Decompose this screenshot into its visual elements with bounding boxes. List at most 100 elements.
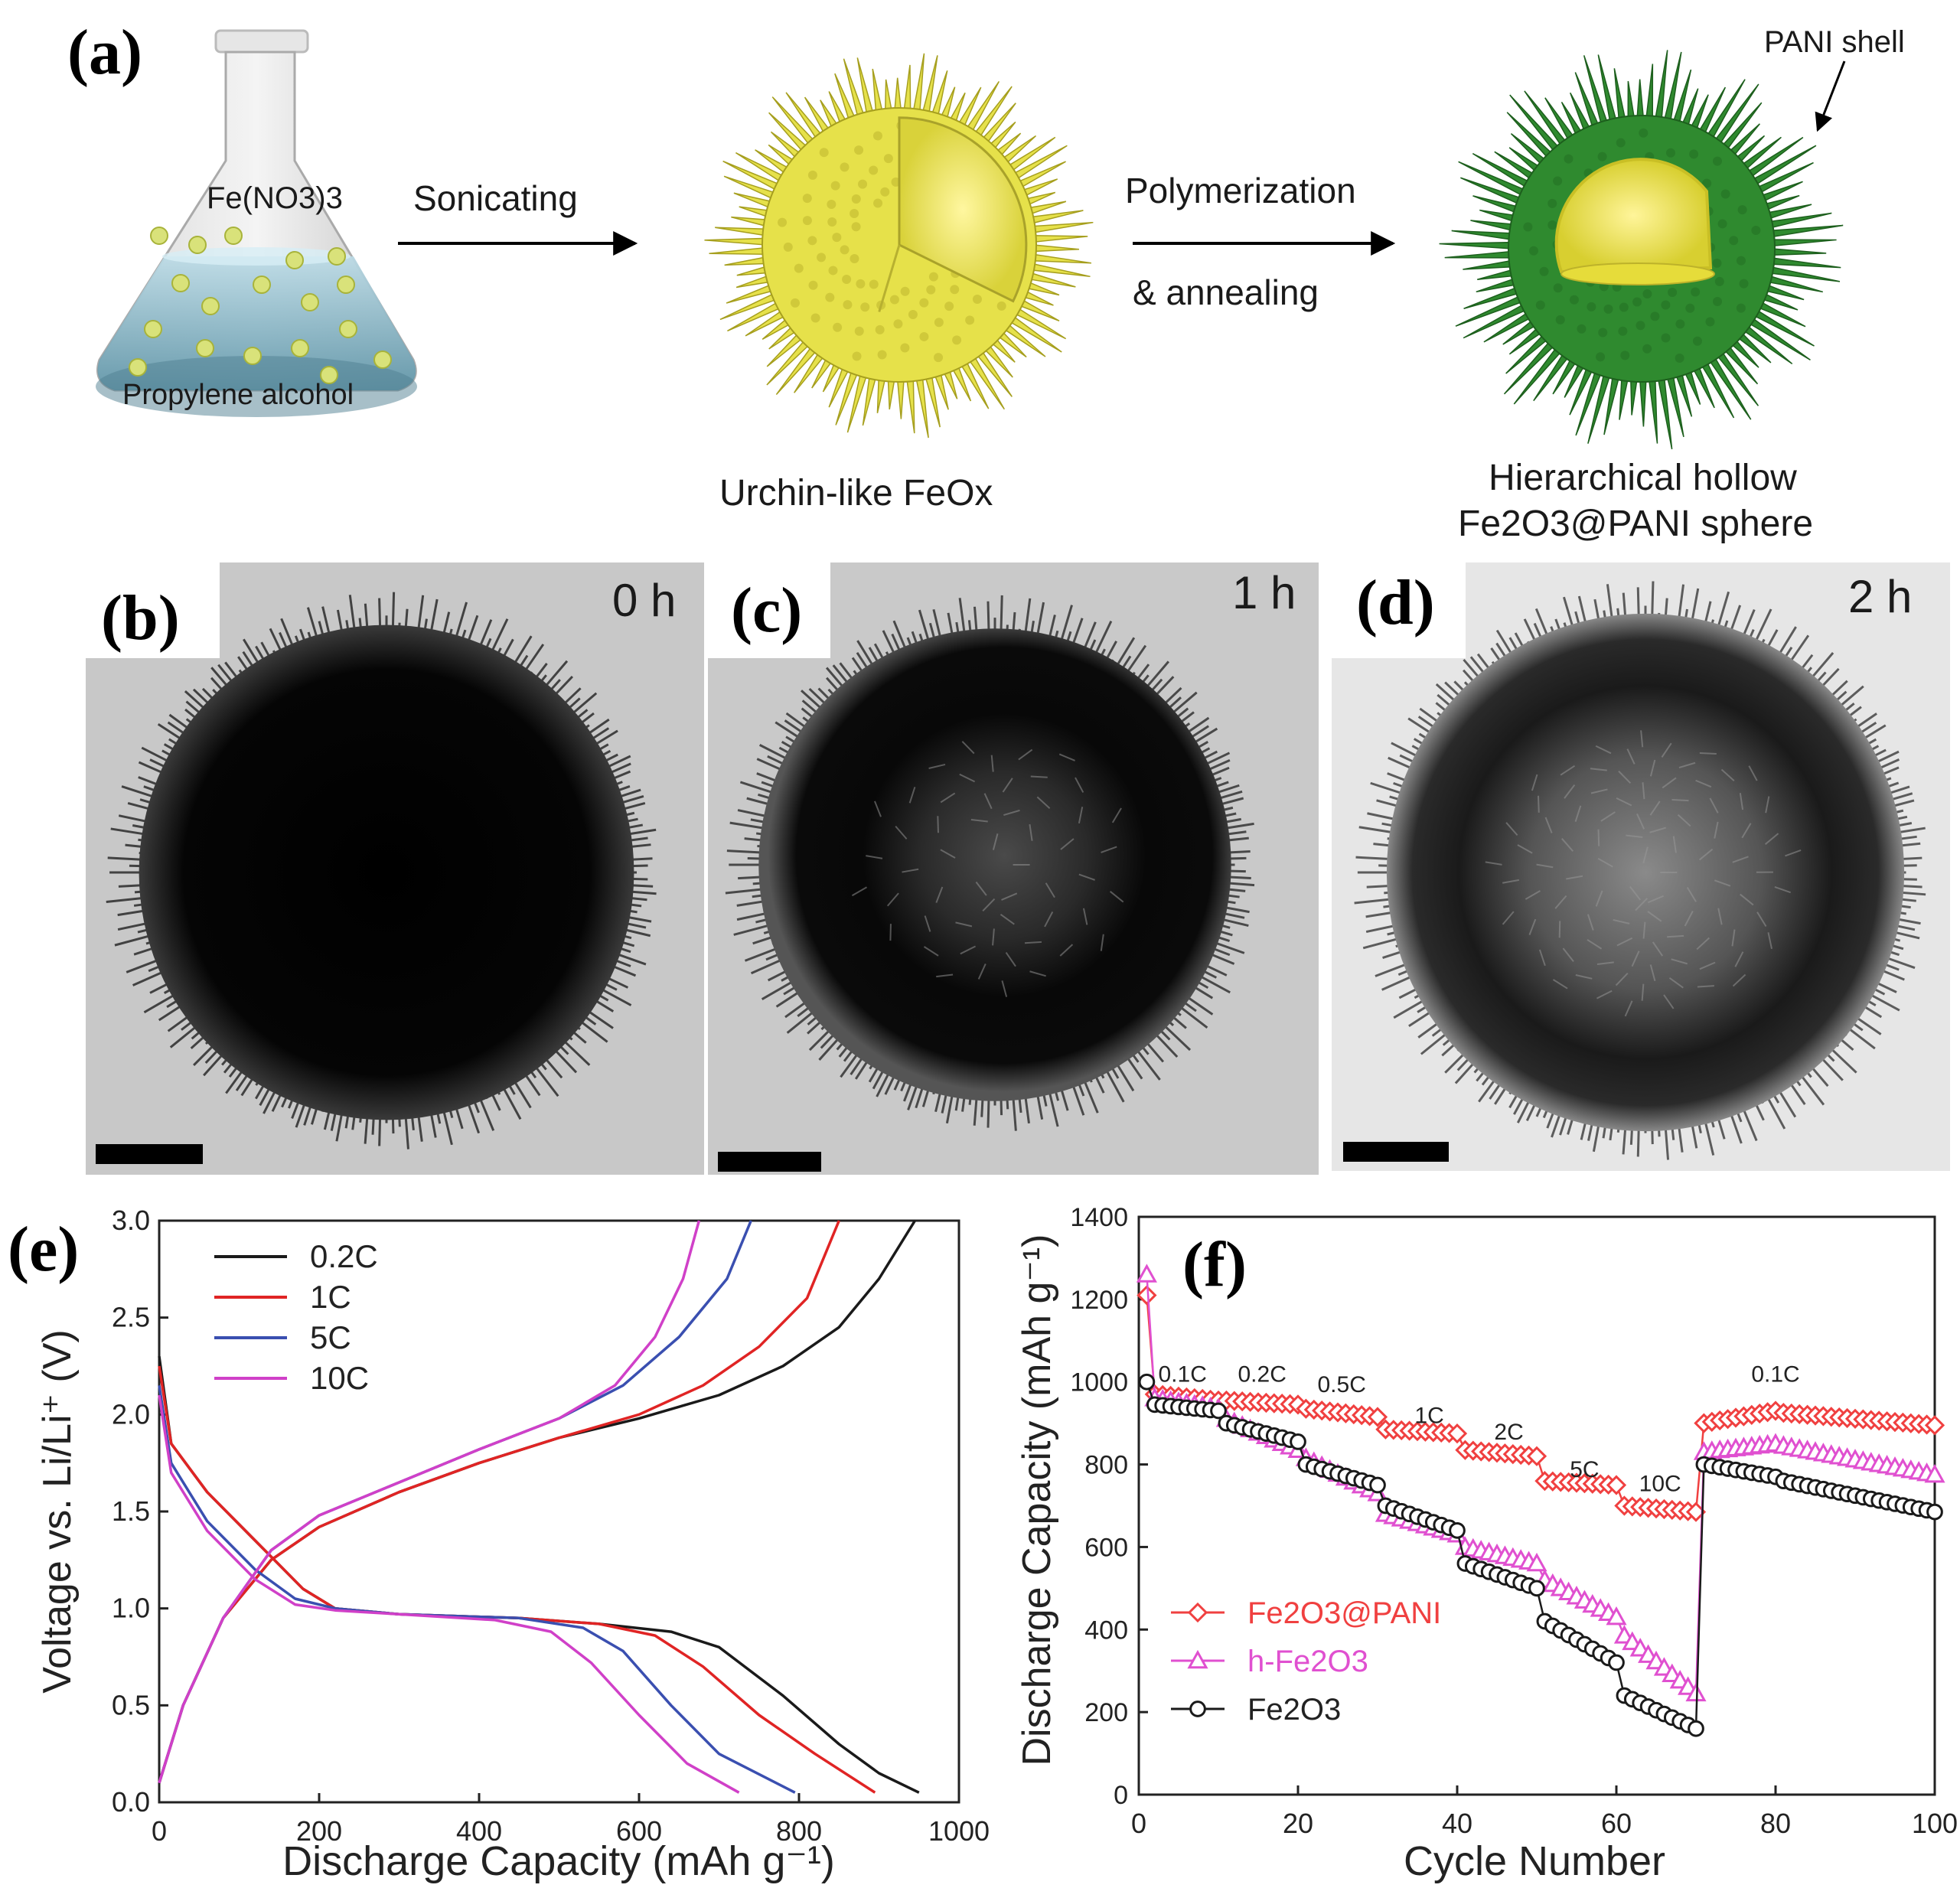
chart-f-rate-labels: 0.1C 0.2C 0.5C 1C 2C 5C 10C 0.1C: [1159, 1362, 1800, 1497]
point-Fe2O3: [1290, 1433, 1306, 1450]
spike-tip: [1632, 297, 1642, 307]
inner-fiber: [1671, 798, 1689, 802]
rate-label: 2C: [1494, 1420, 1523, 1445]
step-polymerization-label: Polymerization: [1125, 171, 1356, 210]
y-tick-label: 0: [1114, 1781, 1128, 1810]
spike: [1769, 224, 1844, 238]
spike-tip: [778, 217, 788, 227]
point-Fe2O3: [1138, 1373, 1156, 1391]
spike: [1470, 220, 1515, 232]
spike: [905, 377, 915, 434]
inner-fiber: [1672, 836, 1677, 853]
inner-fiber: [1587, 914, 1594, 931]
spike-tip: [1564, 154, 1574, 164]
inner-fiber: [1024, 941, 1042, 944]
legend-marker-Fe2O3@PANI: [1187, 1602, 1208, 1623]
y-tick-label: 200: [1084, 1698, 1128, 1727]
spike: [1627, 80, 1636, 120]
inner-fiber: [1661, 742, 1672, 758]
inner-fiber: [1668, 977, 1684, 989]
spike-tip: [919, 298, 929, 308]
point-h-Fe2O3: [1606, 1606, 1627, 1626]
inner-fiber: [1100, 934, 1104, 951]
y-tick-label: 1000: [1070, 1368, 1128, 1397]
inner-fiber: [1764, 833, 1779, 845]
inner-fiber: [1597, 857, 1613, 868]
panel-label-b: (b): [101, 582, 180, 654]
spike: [887, 377, 895, 410]
inner-fiber: [1699, 752, 1717, 755]
spike-tip: [851, 194, 861, 204]
spike-tip: [965, 315, 975, 325]
inner-fiber: [1005, 952, 1016, 967]
inner-fiber: [886, 892, 899, 907]
inner-fiber: [955, 921, 973, 928]
spike: [1613, 68, 1626, 122]
inner-fiber: [1566, 875, 1583, 880]
rate-label: 0.1C: [1159, 1362, 1207, 1387]
spike: [894, 77, 902, 112]
y-tick-label: 1200: [1070, 1286, 1128, 1315]
spike: [1439, 241, 1512, 249]
series-5C-charge: [158, 1220, 752, 1784]
legend-label-5C: 5C: [310, 1319, 351, 1355]
spike-tip: [880, 187, 890, 197]
spike-tip: [852, 351, 862, 361]
spike-tip: [926, 285, 936, 295]
inner-fiber: [1640, 730, 1644, 748]
inner-fiber: [1699, 961, 1716, 970]
inner-fiber: [1596, 961, 1614, 965]
inner-fiber: [1554, 895, 1567, 909]
panel-label-e: (e): [8, 1214, 79, 1285]
spike: [1032, 244, 1080, 253]
chart-f-series: [1136, 1264, 1945, 1737]
spike-tip: [808, 280, 818, 290]
point-Fe2O3: [1528, 1580, 1545, 1597]
y-tick-label: 2.0: [112, 1398, 150, 1430]
inner-fiber: [940, 849, 956, 859]
spike-tip: [1705, 317, 1715, 327]
inner-fiber: [1648, 895, 1665, 904]
spike-tip: [1619, 302, 1629, 312]
spike-tip: [1528, 246, 1538, 256]
spike: [876, 377, 886, 413]
spike-tip: [1685, 303, 1695, 313]
spike-tip: [850, 254, 859, 264]
point-Fe2O3: [1926, 1503, 1943, 1521]
hollow-core-cutaway: [1554, 158, 1713, 274]
spike-tip: [1691, 287, 1701, 297]
inner-fiber: [1649, 759, 1656, 777]
chart-e-ticks: 0 200 400 600 800 1000 0.0 0.5 1.0 1.5 2.0 2.5 3.0: [112, 1205, 990, 1847]
spike-tip: [1555, 315, 1565, 324]
inner-fiber: [1698, 848, 1714, 861]
spike-tip: [900, 286, 910, 296]
inner-fiber: [889, 924, 892, 941]
inner-fiber: [1616, 797, 1632, 807]
spike-tip: [1636, 321, 1645, 331]
spike: [1031, 253, 1092, 264]
chart-f-xlabel: Cycle Number: [1404, 1838, 1665, 1884]
inner-fiber: [1058, 753, 1075, 761]
inner-fiber: [1525, 890, 1541, 900]
y-tick-label: 1400: [1070, 1203, 1128, 1232]
point-h-Fe2O3: [1924, 1463, 1945, 1483]
panel-label-c: (c): [731, 575, 802, 646]
x-tick-label: 800: [776, 1815, 822, 1847]
inner-fiber: [1642, 782, 1645, 800]
inner-fiber: [1044, 911, 1054, 928]
inner-fiber: [1663, 994, 1675, 1009]
spike-tip: [1692, 336, 1702, 346]
spike-tip: [1642, 289, 1652, 299]
inner-fiber: [1740, 893, 1754, 906]
spike-tip: [858, 179, 868, 189]
spike-tip: [1650, 311, 1660, 321]
inner-fiber: [923, 946, 939, 957]
spike-tip: [1603, 304, 1613, 314]
inner-fiber: [1739, 793, 1744, 810]
panel-label-a: (a): [67, 17, 142, 88]
spike: [731, 216, 768, 227]
spike: [862, 374, 877, 426]
spike: [884, 79, 893, 112]
spike-tip: [1736, 303, 1746, 313]
inner-fiber: [1575, 973, 1593, 980]
